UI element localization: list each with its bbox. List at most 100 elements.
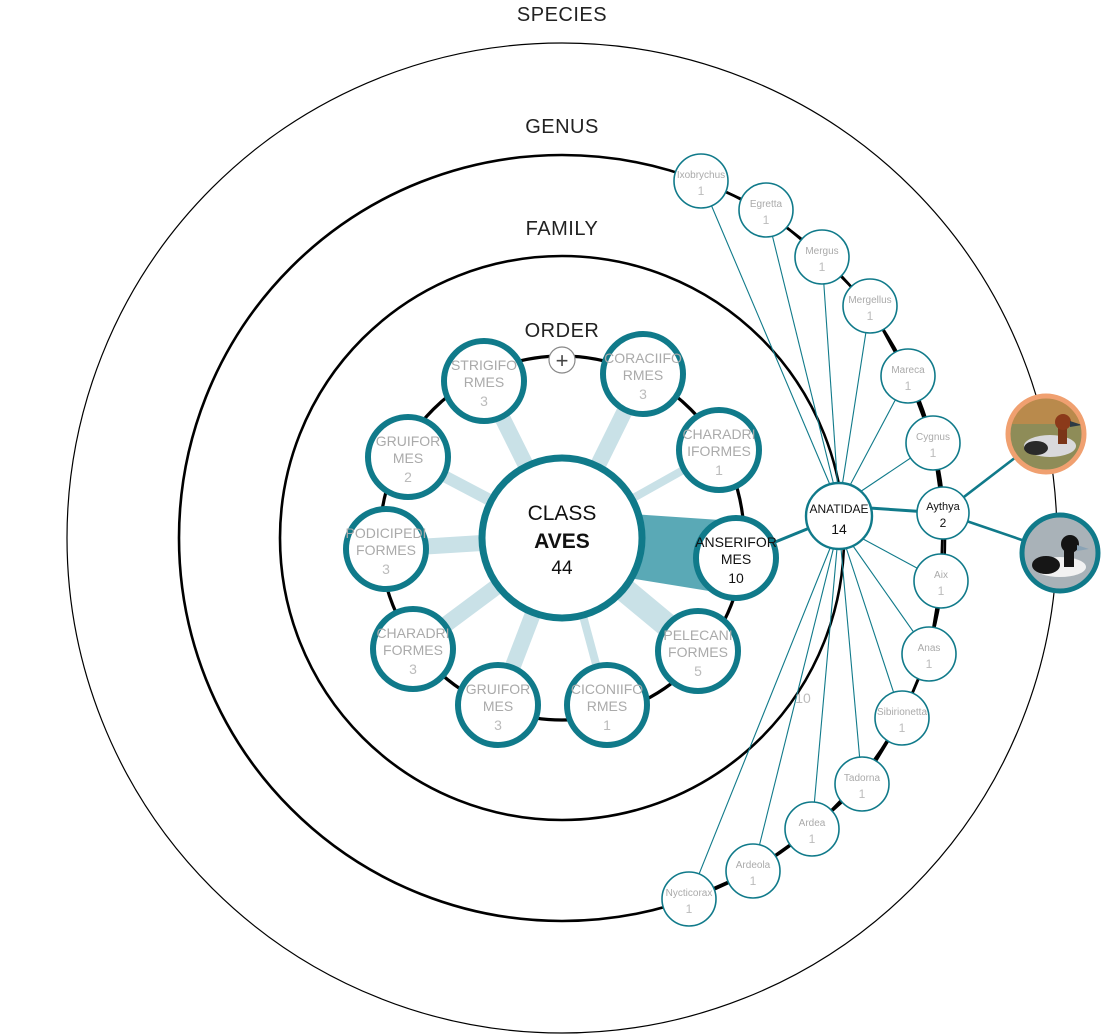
genus-name: Ardeola — [736, 860, 771, 871]
family-genus-link — [821, 256, 840, 507]
plus-icon: + — [556, 348, 569, 373]
order-name-line1: GRUIFOR — [466, 681, 531, 697]
genus-name: Aythya — [926, 501, 960, 513]
order-name-line2: MES — [393, 450, 423, 466]
order-name-line1: ANSERIFOR — [695, 534, 777, 550]
add-order-button[interactable]: + — [548, 346, 576, 374]
order-name-line2: RMES — [464, 374, 504, 390]
genus-name: Mergellus — [848, 295, 891, 306]
genus-node[interactable]: Aythya 2 — [916, 486, 970, 540]
order-name-line1: PELECANI — [663, 627, 732, 643]
genus-name: Sibirionetta — [877, 707, 927, 718]
species-ring-label: SPECIES — [517, 4, 607, 26]
family-genus-link — [700, 180, 840, 507]
genus-count: 1 — [686, 902, 693, 916]
family-genus-link — [765, 209, 840, 507]
genus-name: Anas — [918, 643, 941, 654]
genus-count: 2 — [940, 516, 947, 530]
class-label: CLASS — [528, 502, 597, 525]
genus-count: 1 — [698, 184, 705, 198]
class-count: 44 — [551, 558, 573, 579]
genus-name: Cygnus — [916, 432, 950, 443]
genus-count: 1 — [750, 874, 757, 888]
family-genus-link — [688, 525, 840, 900]
genus-node[interactable]: Sibirionetta 1 — [874, 690, 930, 746]
genus-node[interactable]: Mareca 1 — [880, 348, 936, 404]
order-name-line2: FORMES — [356, 542, 416, 558]
order-name-line1: CHARADRI — [376, 625, 449, 641]
order-name-line1: STRIGIFO — [451, 357, 517, 373]
order-count: 1 — [715, 462, 723, 478]
genus-count: 1 — [938, 584, 945, 598]
genus-name: Tadorna — [844, 773, 881, 784]
genus-node[interactable]: Mergellus 1 — [842, 278, 898, 334]
genus-node[interactable]: Ardea 1 — [784, 801, 840, 857]
genus-name: Mareca — [891, 365, 925, 376]
order-count: 10 — [728, 570, 744, 586]
genus-node[interactable]: Aix 1 — [913, 553, 969, 609]
genus-name: Mergus — [805, 246, 838, 257]
duck-photo — [1009, 397, 1083, 471]
order-name-line2: MES — [483, 698, 513, 714]
class-name: AVES — [534, 530, 590, 553]
family-genus-link — [752, 525, 840, 872]
duck-photo — [1023, 516, 1097, 590]
genus-count: 1 — [905, 379, 912, 393]
genus-node[interactable]: Anas 1 — [901, 626, 957, 682]
genus-count: 1 — [930, 446, 937, 460]
genus-node[interactable]: Ardeola 1 — [725, 843, 781, 899]
family-ring-label: FAMILY — [526, 218, 599, 240]
order-count: 3 — [480, 393, 488, 409]
genus-count: 1 — [809, 832, 816, 846]
genus-node[interactable]: Cygnus 1 — [905, 415, 961, 471]
species-node[interactable] — [1019, 512, 1101, 594]
order-count: 2 — [404, 469, 412, 485]
order-name-line2: MES — [721, 551, 751, 567]
genus-count: 1 — [926, 657, 933, 671]
family-count: 14 — [831, 521, 847, 537]
order-count: 3 — [409, 661, 417, 677]
genus-name: Ardea — [799, 818, 826, 829]
order-name-line1: CORACIIFO — [604, 350, 682, 366]
order-count: 5 — [694, 663, 702, 679]
class-node[interactable]: CLASS AVES 44 — [478, 454, 646, 622]
order-name-line1: CHARADRI — [682, 426, 755, 442]
genus-name: Aix — [934, 570, 948, 581]
genus-node[interactable]: Tadorna 1 — [834, 756, 890, 812]
family-name: ANATIDAE — [809, 502, 868, 516]
genus-node[interactable]: Egretta 1 — [738, 182, 794, 238]
genus-count: 1 — [899, 721, 906, 735]
order-name-line2: RMES — [587, 698, 627, 714]
family-genus-link — [838, 525, 863, 785]
order-count: 3 — [494, 717, 502, 733]
order-name-line2: RMES — [623, 367, 663, 383]
genus-name: Ixobrychus — [677, 170, 725, 181]
genus-node[interactable]: Mergus 1 — [794, 229, 850, 285]
family-node[interactable]: ANATIDAE 14 — [804, 481, 874, 551]
order-name-line1: GRUIFOR — [376, 433, 441, 449]
genus-ring-label: GENUS — [525, 116, 599, 138]
order-name-line2: IFORMES — [687, 443, 751, 459]
family-genus-link — [838, 305, 871, 507]
order-name-line1: CICONIIFO — [571, 681, 643, 697]
genus-name: Nycticorax — [666, 888, 713, 899]
genus-node[interactable]: Ixobrychus 1 — [673, 153, 729, 209]
genus-count: 1 — [859, 787, 866, 801]
genus-count: 1 — [819, 260, 826, 274]
genus-name: Egretta — [750, 199, 783, 210]
order-count: 1 — [603, 717, 611, 733]
genus-node[interactable]: Nycticorax 1 — [661, 871, 717, 927]
order-name-line1: PODICIPEDI — [346, 525, 427, 541]
species-node[interactable] — [1005, 393, 1087, 475]
